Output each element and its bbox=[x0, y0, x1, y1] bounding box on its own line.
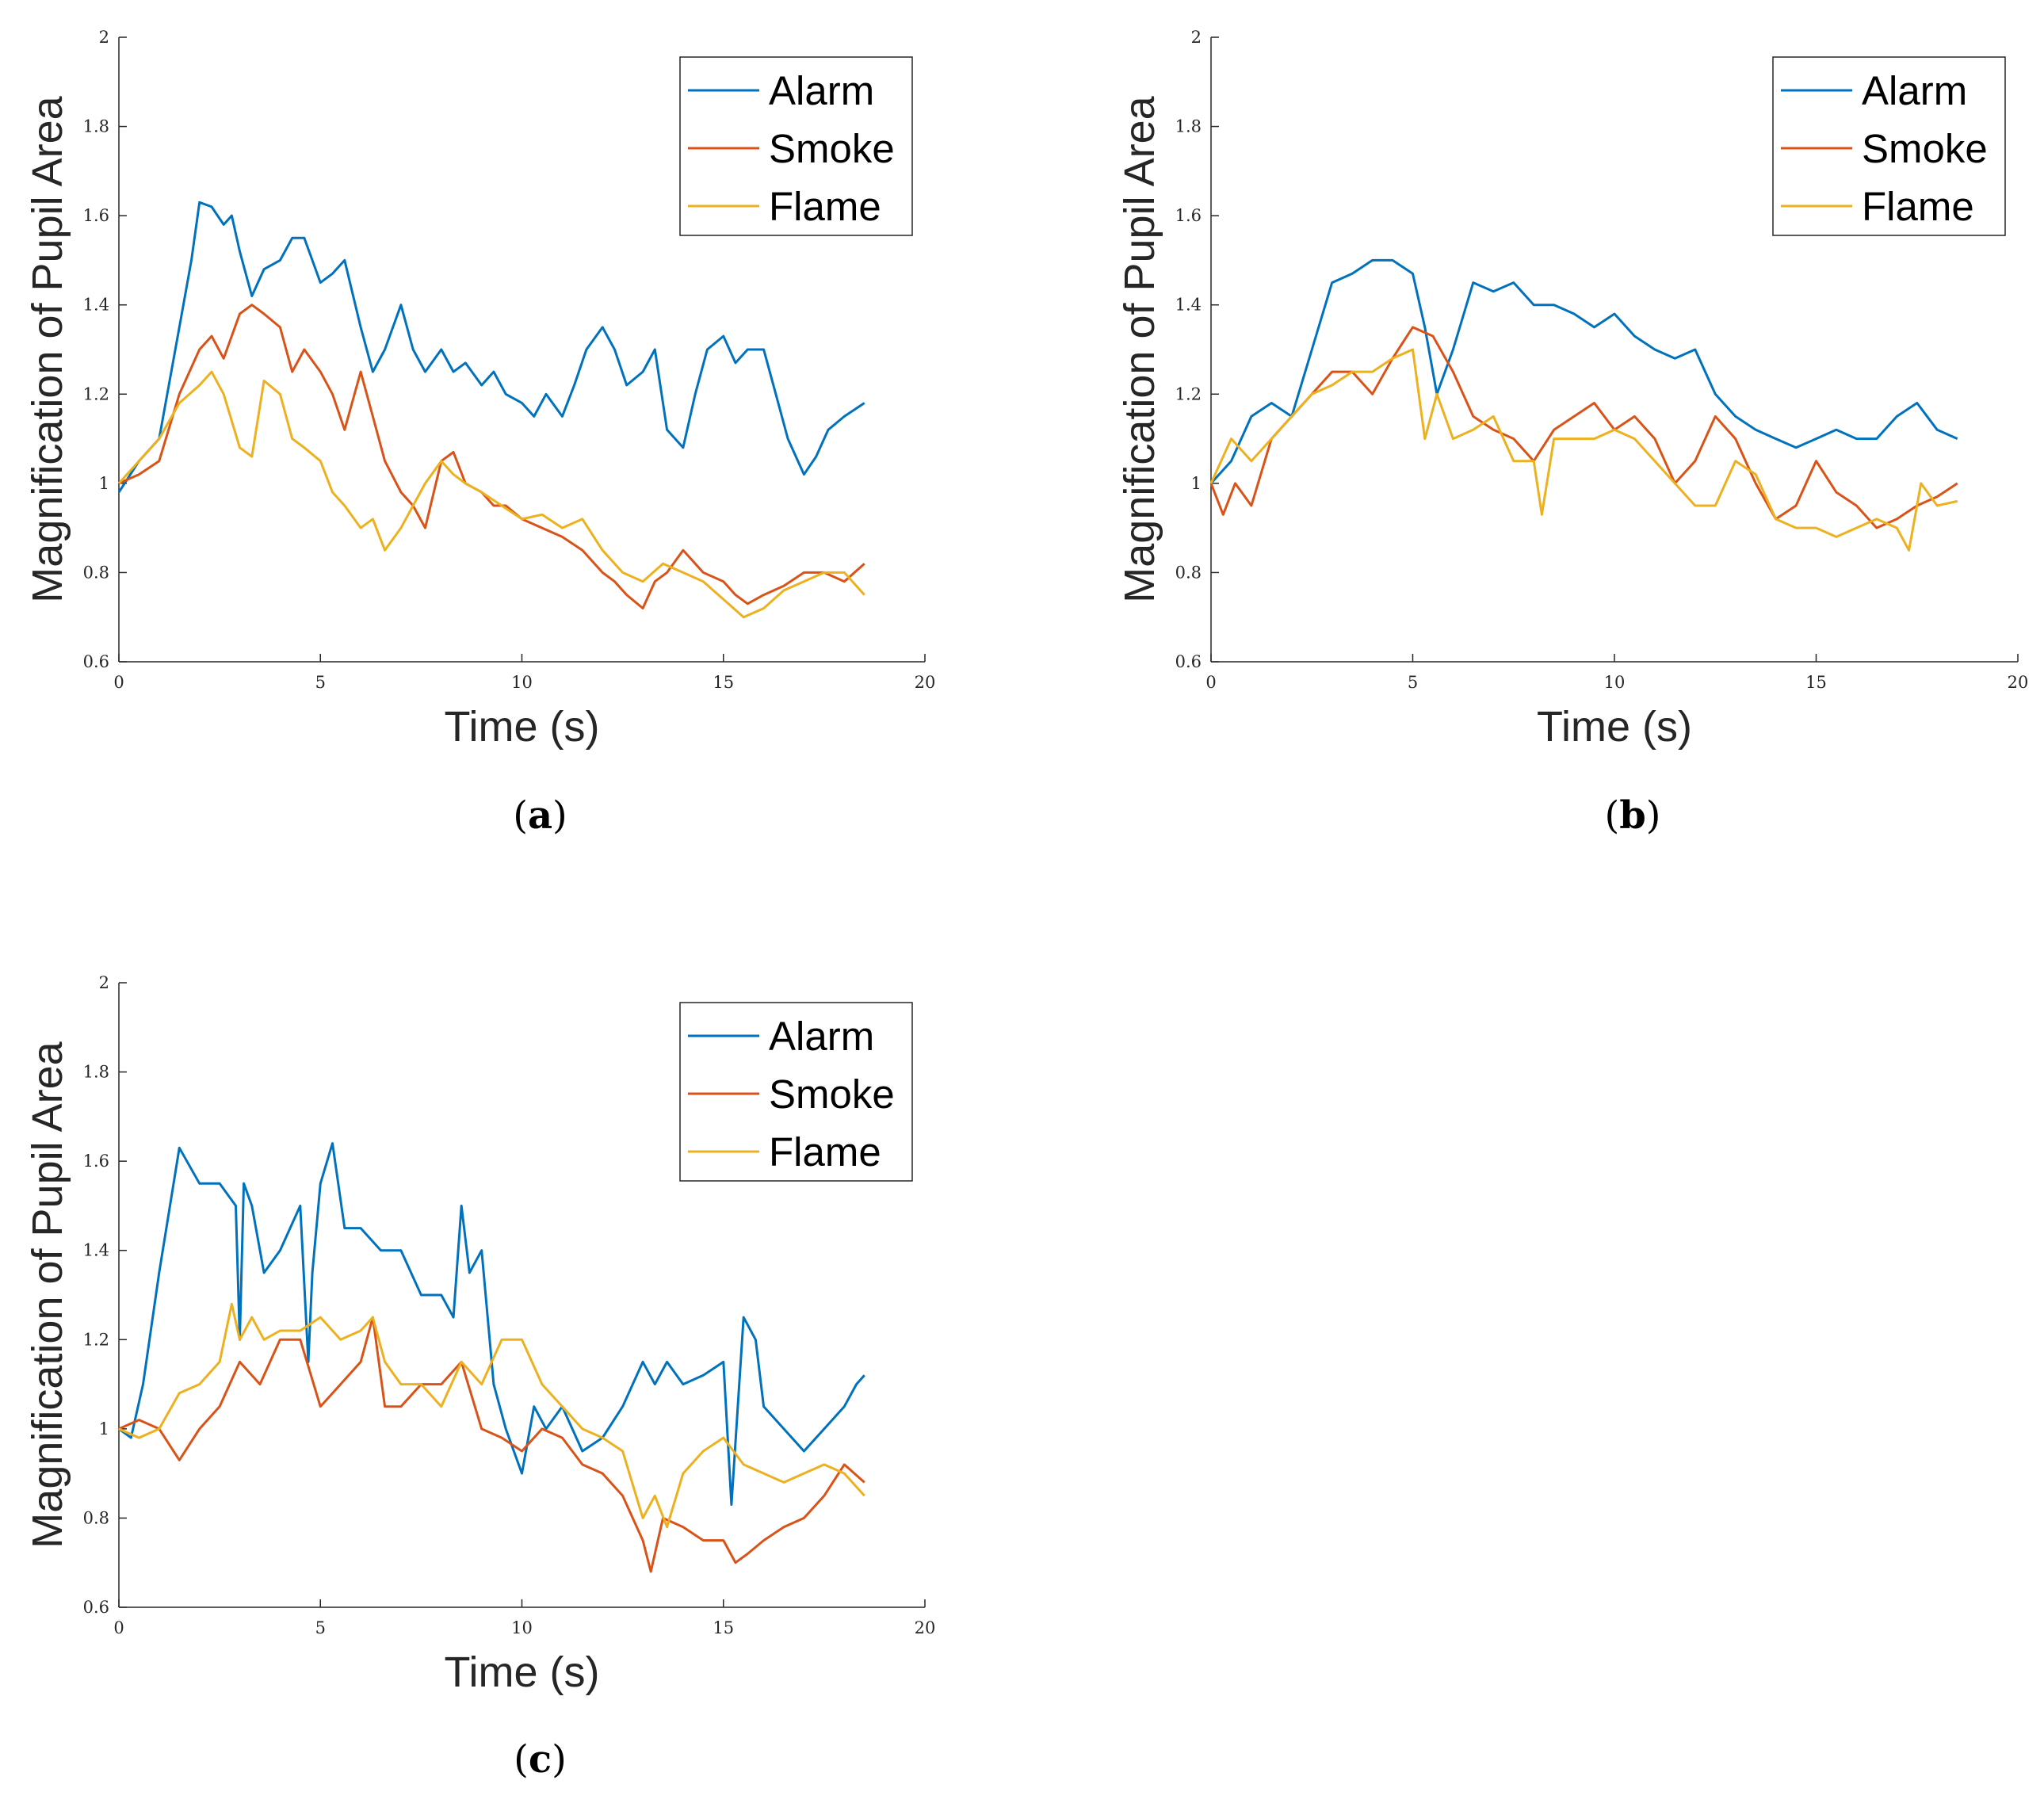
x-tick-label: 10 bbox=[511, 1618, 533, 1637]
series-line-flame bbox=[117, 370, 865, 619]
y-tick-label: 1.2 bbox=[1175, 384, 1202, 403]
x-axis-label: Time (s) bbox=[1537, 703, 1692, 751]
panel-label-letter: c bbox=[529, 1737, 552, 1782]
series-line-flame bbox=[1209, 348, 1958, 552]
panel-b: 0 5 10 15 20 0.6 0.8 1 1.2 1.4 1.6 1.8 2 Time (s) Magn… bbox=[1116, 28, 2028, 838]
x-axis-label: Time (s) bbox=[445, 1648, 600, 1696]
y-tick-label: 0.8 bbox=[1175, 563, 1202, 582]
x-tick-label: 0 bbox=[113, 673, 124, 692]
panel-label-open-paren: ( bbox=[1604, 793, 1619, 838]
y-tick-label: 0.6 bbox=[83, 652, 109, 671]
legend-entry-flame: Flame bbox=[1862, 184, 1974, 229]
y-tick-label: 0.8 bbox=[83, 1508, 109, 1527]
legend-entry-smoke: Smoke bbox=[769, 1072, 895, 1117]
series-line-smoke bbox=[1209, 326, 1958, 529]
series-line-alarm bbox=[1209, 258, 1958, 484]
y-tick-label: 1.2 bbox=[83, 384, 109, 403]
panel-c: 0 5 10 15 20 0.6 0.8 1 1.2 1.4 1.6 1.8 2 Time (s) Magn… bbox=[24, 973, 935, 1782]
x-tick-label: 5 bbox=[1408, 673, 1418, 692]
x-tick-label: 20 bbox=[915, 1618, 936, 1637]
legend-entry-alarm: Alarm bbox=[769, 68, 874, 113]
x-tick-label: 0 bbox=[113, 1618, 124, 1637]
y-tick-label: 1 bbox=[99, 1419, 109, 1438]
y-tick-label: 1.6 bbox=[83, 1152, 109, 1171]
y-tick-label: 1.4 bbox=[83, 1241, 109, 1260]
y-tick-label: 1 bbox=[1191, 474, 1202, 493]
y-axis-label: Magnification of Pupil Area bbox=[24, 95, 71, 602]
x-axis-label: Time (s) bbox=[445, 703, 600, 751]
panel-label-open-paren: ( bbox=[514, 1737, 529, 1782]
x-tick-label: 15 bbox=[713, 1618, 734, 1637]
x-tick-label: 5 bbox=[315, 1618, 326, 1637]
x-tick-label: 20 bbox=[2008, 673, 2029, 692]
y-tick-label: 1.8 bbox=[83, 1063, 109, 1082]
y-tick-label: 1.8 bbox=[1175, 117, 1202, 136]
legend: Alarm Smoke Flame bbox=[679, 1002, 913, 1182]
legend: Alarm Smoke Flame bbox=[1772, 56, 2006, 236]
panel-label-letter: a bbox=[528, 793, 552, 838]
panel-label: (b) bbox=[1604, 793, 1660, 838]
x-tick-label: 20 bbox=[915, 673, 936, 692]
y-tick-label: 2 bbox=[99, 28, 109, 47]
x-tick-label: 10 bbox=[1604, 673, 1626, 692]
legend-entry-flame: Flame bbox=[769, 184, 881, 229]
series-line-alarm bbox=[118, 1142, 865, 1506]
panel-label: (c) bbox=[514, 1737, 567, 1782]
panel-label-close-paren: ) bbox=[552, 1737, 567, 1782]
y-tick-label: 1.6 bbox=[83, 206, 109, 225]
y-axis-label: Magnification of Pupil Area bbox=[24, 1041, 71, 1548]
series-line-alarm bbox=[117, 201, 865, 493]
legend-entry-smoke: Smoke bbox=[1862, 126, 1988, 171]
y-tick-label: 0.6 bbox=[83, 1598, 109, 1617]
panel-label-close-paren: ) bbox=[1646, 793, 1661, 838]
x-tick-label: 5 bbox=[315, 673, 326, 692]
y-axis-label: Magnification of Pupil Area bbox=[1116, 95, 1163, 602]
y-tick-label: 1.4 bbox=[83, 296, 109, 315]
y-tick-label: 1 bbox=[99, 474, 109, 493]
panel-label: (a) bbox=[513, 793, 567, 838]
legend-entry-alarm: Alarm bbox=[1862, 68, 1967, 113]
panel-label-letter: b bbox=[1619, 793, 1646, 838]
y-tick-label: 1.8 bbox=[83, 117, 109, 136]
panel-label-open-paren: ( bbox=[513, 793, 528, 838]
legend: Alarm Smoke Flame bbox=[679, 56, 913, 236]
x-tick-label: 15 bbox=[1805, 673, 1827, 692]
x-tick-label: 0 bbox=[1205, 673, 1216, 692]
panel-label-close-paren: ) bbox=[552, 793, 567, 838]
x-tick-label: 10 bbox=[511, 673, 533, 692]
y-tick-label: 1.6 bbox=[1175, 206, 1202, 225]
legend-entry-flame: Flame bbox=[769, 1129, 881, 1175]
legend-entry-alarm: Alarm bbox=[769, 1014, 874, 1059]
series-line-flame bbox=[118, 1302, 865, 1529]
y-tick-label: 2 bbox=[1191, 28, 1202, 47]
panel-a: 0 5 10 15 20 0.6 0.8 1 1.2 1.4 1.6 1.8 2 Time (s) Magn… bbox=[24, 28, 935, 838]
y-tick-label: 1.4 bbox=[1175, 296, 1202, 315]
series-line-smoke bbox=[118, 1316, 865, 1573]
y-tick-label: 2 bbox=[99, 973, 109, 992]
legend-entry-smoke: Smoke bbox=[769, 126, 895, 171]
y-tick-label: 0.6 bbox=[1175, 652, 1202, 671]
y-tick-label: 0.8 bbox=[83, 563, 109, 582]
x-tick-label: 15 bbox=[713, 673, 734, 692]
y-tick-label: 1.2 bbox=[83, 1330, 109, 1349]
